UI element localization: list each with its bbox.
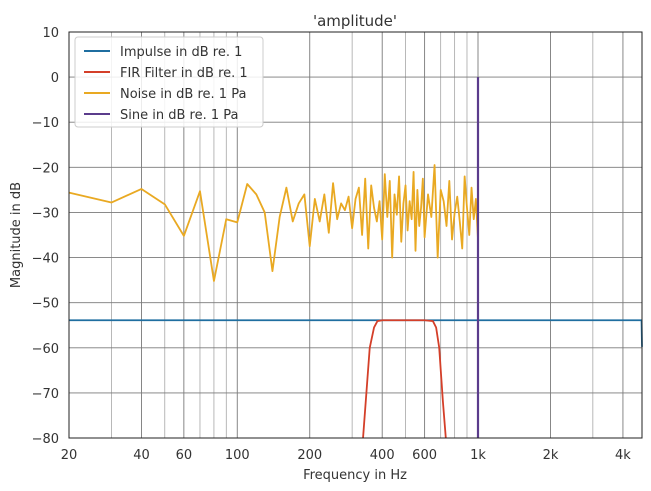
legend-entry: Impulse in dB re. 1 bbox=[120, 45, 242, 60]
x-tick-label: 60 bbox=[176, 448, 193, 463]
x-tick-label: 1k bbox=[470, 448, 486, 463]
y-tick-label: 0 bbox=[51, 71, 59, 86]
y-axis-ticks: 10 0 −10 −20 −30 −40 −50 −60 −70 −80 bbox=[32, 26, 59, 447]
x-tick-label: 200 bbox=[297, 448, 322, 463]
series-line-2 bbox=[362, 319, 447, 439]
x-tick-label: 2k bbox=[543, 448, 559, 463]
x-tick-label: 600 bbox=[412, 448, 437, 463]
y-axis-label: Magnitude in dB bbox=[9, 182, 24, 288]
legend-entry: FIR Filter in dB re. 1 bbox=[120, 66, 248, 81]
y-tick-label: −30 bbox=[32, 206, 59, 221]
y-tick-label: 10 bbox=[42, 26, 59, 41]
y-tick-label: −80 bbox=[32, 432, 59, 447]
series-line-3 bbox=[68, 164, 479, 282]
y-tick-label: −50 bbox=[32, 297, 59, 312]
y-tick-label: −60 bbox=[32, 342, 59, 357]
series-line-1 bbox=[69, 319, 643, 347]
legend: Impulse in dB re. 1 FIR Filter in dB re. … bbox=[74, 36, 264, 128]
x-tick-label: 100 bbox=[225, 448, 250, 463]
y-tick-label: −70 bbox=[32, 387, 59, 402]
y-tick-label: −20 bbox=[32, 161, 59, 176]
x-tick-label: 4k bbox=[615, 448, 631, 463]
y-tick-label: −10 bbox=[32, 116, 59, 131]
legend-box bbox=[74, 36, 264, 128]
x-tick-label: 400 bbox=[370, 448, 395, 463]
y-tick-label: −40 bbox=[32, 252, 59, 267]
legend-entry: Noise in dB re. 1 Pa bbox=[120, 87, 246, 102]
x-axis-ticks: 20 40 60 100 200 400 600 1k 2k 4k bbox=[61, 448, 632, 463]
x-axis-label: Frequency in Hz bbox=[303, 468, 407, 483]
x-tick-label: 40 bbox=[133, 448, 150, 463]
plot-frame bbox=[68, 31, 643, 439]
chart-title: 'amplitude' bbox=[313, 12, 397, 30]
legend-entry: Sine in dB re. 1 Pa bbox=[120, 108, 238, 123]
x-tick-label: 20 bbox=[61, 448, 78, 463]
